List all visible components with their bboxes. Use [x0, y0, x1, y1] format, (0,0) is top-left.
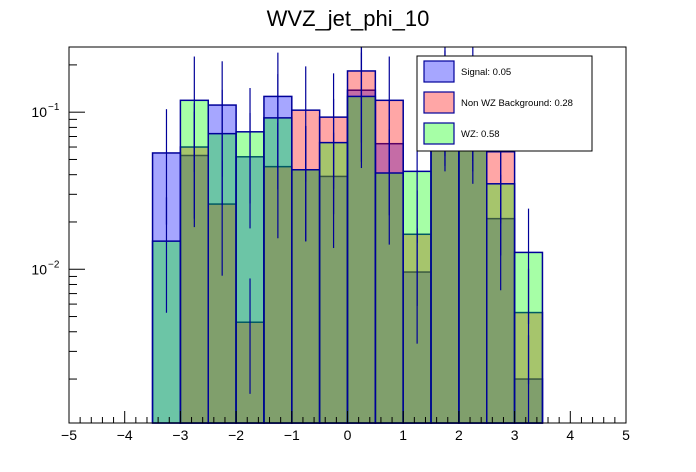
y-axis: 10−110−2: [31, 64, 85, 380]
y-tick-exponent: −2: [48, 259, 60, 270]
legend-swatch: [423, 91, 455, 114]
legend: Signal: 0.05 Non WZ Background: 0.28 WZ: 0…: [416, 55, 593, 152]
legend-box: [416, 55, 593, 152]
x-tick-label: 5: [622, 427, 630, 443]
x-tick-label: −3: [172, 427, 188, 443]
x-tick-label: −4: [117, 427, 133, 443]
chart-title: WVZ_jet_phi_10: [267, 6, 430, 31]
legend-label: Signal: 0.05: [461, 67, 511, 78]
x-tick-label: 4: [566, 427, 574, 443]
legend-label: Non WZ Background: 0.28: [461, 98, 573, 109]
y-tick-label: 10: [31, 104, 47, 120]
x-tick-label: −2: [228, 427, 244, 443]
legend-swatch: [423, 122, 455, 145]
x-tick-label: 1: [399, 427, 407, 443]
x-tick-label: 0: [344, 427, 352, 443]
x-tick-label: 3: [511, 427, 519, 443]
legend-swatch: [423, 60, 455, 83]
y-tick-exponent: −1: [48, 102, 60, 113]
x-tick-label: 2: [455, 427, 463, 443]
legend-label: WZ: 0.58: [461, 129, 500, 140]
x-tick-label: −1: [284, 427, 300, 443]
y-tick-label: 10: [31, 261, 47, 277]
x-tick-label: −5: [61, 427, 77, 443]
x-axis: −5 −4 −3 −2 −1 0 1 2 3 4 5: [61, 411, 630, 443]
